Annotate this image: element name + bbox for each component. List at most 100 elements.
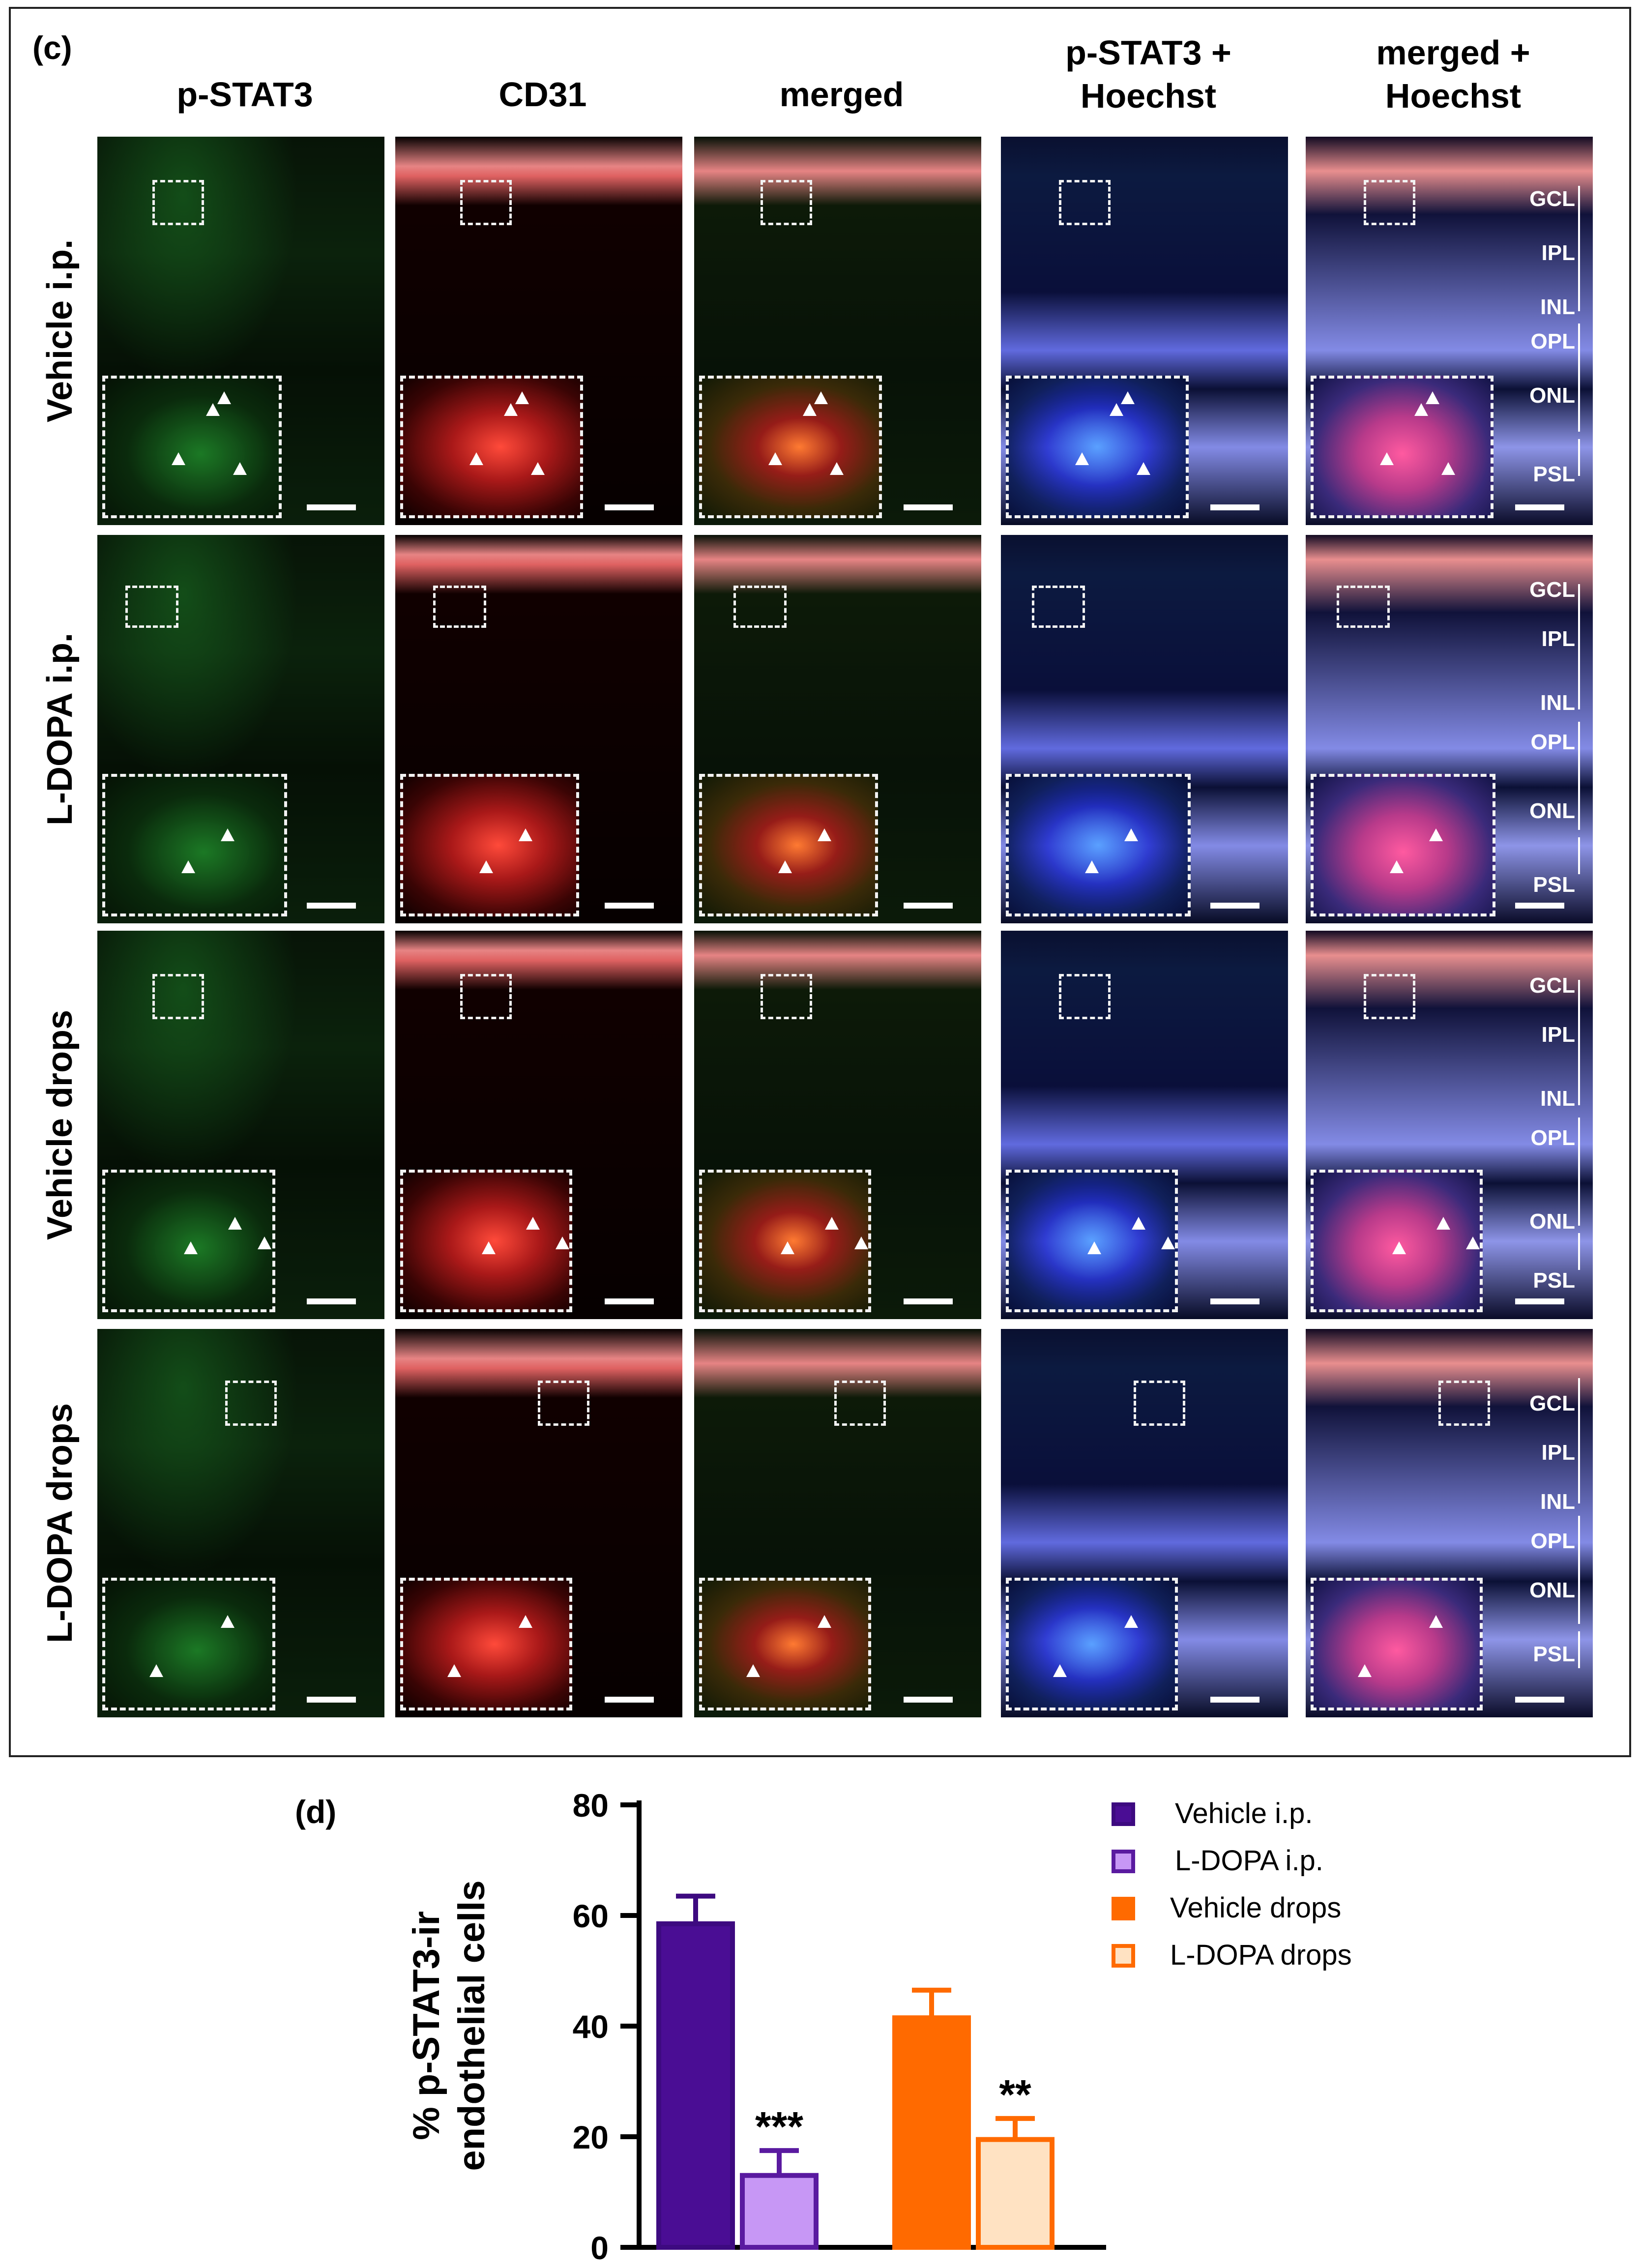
arrowhead-marker bbox=[1053, 1664, 1067, 1677]
arrowhead-marker bbox=[818, 828, 831, 841]
micrograph-vehicle-drops-merged-hoechst: GCL IPL INL OPL ONL PSL bbox=[1306, 931, 1593, 1319]
significance-ldopa-ip: *** bbox=[755, 2103, 803, 2150]
layer-label-gcl: GCL bbox=[1529, 578, 1575, 602]
arrowhead-marker bbox=[1121, 391, 1135, 404]
layer-label-opl: OPL bbox=[1530, 329, 1575, 353]
region-of-interest-box bbox=[433, 586, 486, 628]
layer-label-ipl: IPL bbox=[1541, 1441, 1575, 1465]
scale-bar bbox=[605, 1298, 654, 1304]
micrograph-vehicle-drops-pstat3-hoechst bbox=[1001, 931, 1288, 1319]
arrowhead-marker bbox=[221, 828, 234, 841]
micrograph-vehicle-ip-pstat3-hoechst bbox=[1001, 137, 1288, 525]
layer-label-ipl: IPL bbox=[1541, 1023, 1575, 1047]
layer-bracket-line bbox=[1578, 439, 1580, 476]
region-of-interest-box bbox=[538, 1381, 589, 1426]
arrowhead-marker bbox=[531, 462, 545, 475]
bar-ldopa-ip bbox=[740, 2173, 819, 2250]
scale-bar bbox=[1515, 903, 1564, 909]
magnified-inset bbox=[699, 1170, 871, 1312]
arrowhead-marker bbox=[519, 828, 532, 841]
magnified-inset bbox=[1311, 1578, 1483, 1710]
layer-label-psl: PSL bbox=[1533, 1642, 1575, 1666]
scale-bar bbox=[1210, 1298, 1259, 1304]
layer-label-inl: INL bbox=[1540, 691, 1575, 715]
layer-label-onl: ONL bbox=[1529, 1578, 1575, 1602]
bar-vehicle-drops bbox=[892, 2015, 971, 2250]
arrowhead-marker bbox=[830, 462, 844, 475]
layer-bracket-line bbox=[1578, 722, 1580, 830]
micrograph-vehicle-ip-merged bbox=[694, 137, 981, 525]
arrowhead-marker bbox=[1392, 1241, 1406, 1254]
scale-bar bbox=[307, 903, 356, 909]
scale-bar bbox=[1515, 1697, 1564, 1703]
layer-bracket-line bbox=[1578, 218, 1580, 277]
magnified-inset bbox=[1311, 1170, 1483, 1312]
magnified-inset bbox=[1006, 774, 1191, 916]
bar-ldopa-drops bbox=[976, 2137, 1054, 2250]
column-header-merged-hoechst: merged + Hoechst bbox=[1376, 33, 1530, 115]
region-of-interest-box bbox=[152, 974, 204, 1019]
region-of-interest-box bbox=[761, 180, 812, 225]
arrowhead-marker bbox=[1436, 1217, 1450, 1230]
layer-label-psl: PSL bbox=[1533, 462, 1575, 486]
magnified-inset bbox=[1311, 376, 1494, 518]
magnified-inset bbox=[1006, 376, 1189, 518]
arrowhead-marker bbox=[781, 1241, 794, 1254]
y-tick-label-60: 60 bbox=[573, 1898, 609, 1934]
layer-label-opl: OPL bbox=[1530, 730, 1575, 754]
region-of-interest-box bbox=[1337, 586, 1390, 628]
legend-label-vehicle-ip: Vehicle i.p. bbox=[1175, 1797, 1313, 1829]
arrowhead-marker bbox=[1124, 828, 1138, 841]
arrowhead-marker bbox=[504, 403, 518, 416]
scale-bar bbox=[1210, 1697, 1259, 1703]
arrowhead-marker bbox=[258, 1237, 271, 1249]
legend-swatch-vehicle-drops bbox=[1112, 1897, 1135, 1920]
arrowhead-marker bbox=[515, 391, 529, 404]
arrowhead-marker bbox=[233, 462, 247, 475]
arrowhead-marker bbox=[1441, 462, 1455, 475]
arrowhead-marker bbox=[1380, 452, 1394, 465]
panel-d-label: (d) bbox=[295, 1794, 336, 1830]
layer-label-opl: OPL bbox=[1530, 1126, 1575, 1150]
arrowhead-marker bbox=[1426, 391, 1439, 404]
scale-bar bbox=[904, 1697, 953, 1703]
y-axis-ticks: 0 20 40 60 80 bbox=[573, 1787, 639, 2266]
magnified-inset bbox=[400, 1170, 572, 1312]
micrograph-ldopa-ip-pstat3-hoechst bbox=[1001, 535, 1288, 923]
arrowhead-marker bbox=[221, 1615, 234, 1628]
y-tick-label-20: 20 bbox=[573, 2119, 609, 2155]
magnified-inset bbox=[102, 1578, 275, 1710]
scale-bar bbox=[307, 504, 356, 510]
arrowhead-marker bbox=[1110, 403, 1123, 416]
magnified-inset bbox=[400, 1578, 572, 1710]
arrowhead-marker bbox=[181, 860, 195, 873]
magnified-inset bbox=[1006, 1170, 1178, 1312]
arrowhead-marker bbox=[228, 1217, 242, 1230]
scale-bar bbox=[1210, 504, 1259, 510]
scale-bar bbox=[904, 504, 953, 510]
scale-bar bbox=[605, 504, 654, 510]
arrowhead-marker bbox=[1087, 1241, 1101, 1254]
arrowhead-marker bbox=[825, 1217, 839, 1230]
legend-swatch-vehicle-ip bbox=[1112, 1802, 1135, 1826]
arrowhead-marker bbox=[1161, 1237, 1175, 1249]
panel-d-bar-chart: (d) % p-STAT3-ir endothelial cells 0 20 … bbox=[0, 1765, 1640, 2266]
legend-swatch-ldopa-drops bbox=[1112, 1944, 1135, 1968]
arrowhead-marker bbox=[479, 860, 493, 873]
micrograph-ldopa-ip-cd31 bbox=[395, 535, 682, 923]
layer-label-onl: ONL bbox=[1529, 383, 1575, 408]
layer-bracket-line bbox=[1578, 1063, 1580, 1105]
micrograph-vehicle-ip-merged-hoechst: GCL IPL INL OPL ONL PSL bbox=[1306, 137, 1593, 525]
arrowhead-marker bbox=[1414, 403, 1428, 416]
layer-label-ipl: IPL bbox=[1541, 627, 1575, 651]
arrowhead-marker bbox=[556, 1237, 569, 1249]
magnified-inset bbox=[400, 376, 583, 518]
region-of-interest-box bbox=[125, 586, 178, 628]
region-of-interest-box bbox=[225, 1381, 277, 1426]
region-of-interest-box bbox=[761, 974, 812, 1019]
arrowhead-marker bbox=[482, 1241, 496, 1254]
column-header-cd31: CD31 bbox=[498, 75, 587, 114]
micrograph-ldopa-drops-merged-hoechst: GCL IPL INL OPL ONL PSL bbox=[1306, 1329, 1593, 1717]
arrowhead-marker bbox=[854, 1237, 868, 1249]
layer-bracket-line bbox=[1578, 324, 1580, 432]
